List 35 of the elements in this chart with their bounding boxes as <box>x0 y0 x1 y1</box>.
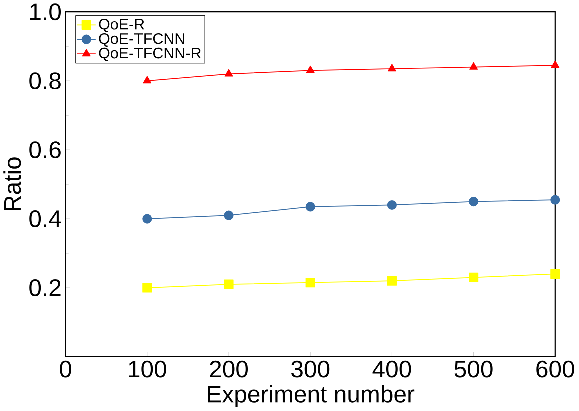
point <box>142 283 152 293</box>
point <box>551 60 560 68</box>
point <box>388 64 396 72</box>
point <box>470 62 478 70</box>
y-tick-label: 0.2 <box>30 279 61 296</box>
y-axis-title: Ratio <box>4 158 22 210</box>
y-tick-label: 0.8 <box>30 72 61 90</box>
x-tick-label: 200 <box>210 360 248 378</box>
point <box>224 210 234 220</box>
point <box>550 269 560 279</box>
point <box>306 202 316 212</box>
x-tick-label: 500 <box>454 360 493 378</box>
point <box>469 272 479 282</box>
y-tick-label: 0.6 <box>30 141 61 158</box>
point <box>143 76 152 84</box>
point <box>550 195 560 205</box>
legend-label: QoE-TFCNN-R <box>99 48 202 62</box>
x-tick-label: 300 <box>292 360 330 378</box>
point <box>387 276 397 286</box>
point <box>306 278 316 288</box>
x-tick-label: 100 <box>129 360 166 378</box>
point <box>306 66 315 74</box>
point <box>469 196 479 206</box>
x-axis-title: Experiment number <box>208 385 415 408</box>
y-tick-label: 1.0 <box>30 4 62 20</box>
x-tick-label: 0 <box>60 360 72 378</box>
point <box>387 200 397 210</box>
x-tick-label: 600 <box>536 360 574 378</box>
point <box>224 69 234 77</box>
point <box>142 214 152 224</box>
legend-label: QoE-R <box>99 18 144 32</box>
x-tick-label: 400 <box>372 360 412 378</box>
point <box>224 280 234 290</box>
y-tick-label: 0.4 <box>30 210 62 228</box>
legend-label: QoE-TFCNN <box>99 33 184 47</box>
